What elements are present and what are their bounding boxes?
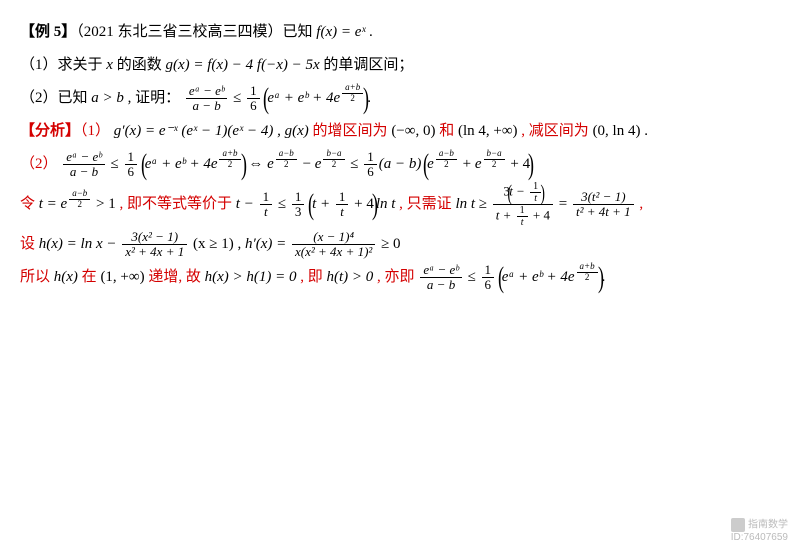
question-2: （2）已知 a > b , 证明： eᵃ − eᵇa − b ≤ 16 (eᵃ … [20, 82, 782, 115]
analysis-1: 【分析】（1） g′(x) = e⁻ˣ (eˣ − 1)(eˣ − 4) , g… [20, 115, 782, 148]
q1-label: （1） [20, 57, 58, 73]
analysis-4: 设 h(x) = ln x − 3(x² − 1)x² + 4x + 1 (x … [20, 228, 782, 261]
analysis-label: 【分析】 [20, 123, 80, 139]
question-1: （1）求关于 x 的函数 g(x) = f(x) − 4 f(−x) − 5x … [20, 49, 782, 82]
analysis-5: 所以 h(x) 在 (1, +∞) 递增, 故 h(x) > h(1) = 0 … [20, 261, 782, 294]
watermark-logo-icon [731, 518, 745, 532]
analysis-2-eq: （2） eᵃ − eᵇa − b ≤ 16 (eᵃ + eᵇ + 4ea+b2)… [20, 148, 782, 181]
title-line: 【例 5】（2021 东北三省三校高三四模）已知 f(x) = eˣ . [20, 16, 782, 49]
title-rest: （2021 东北三省三校高三四模）已知 [76, 24, 316, 40]
example-label: 【例 5】 [20, 24, 76, 40]
q2-label: （2） [20, 90, 58, 106]
watermark: 指南数学 ID:76407659 [731, 518, 788, 544]
analysis-3: 令 t = ea−b2 > 1 , 即不等式等价于 t − 1t ≤ 13 (t… [20, 181, 782, 228]
fx-def: f(x) = eˣ . [316, 24, 373, 40]
